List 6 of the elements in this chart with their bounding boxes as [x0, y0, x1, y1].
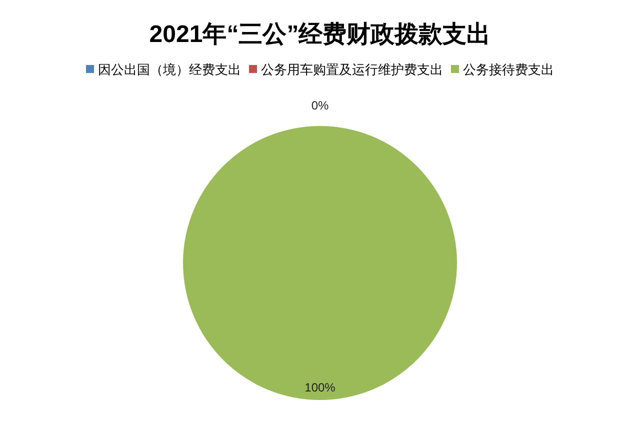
legend-label: 因公出国（境）经费支出	[98, 62, 241, 77]
data-label: 100%	[304, 380, 336, 395]
legend-label: 公务用车购置及运行维护费支出	[261, 62, 443, 77]
chart-title: 2021年“三公”经费财政拨款支出	[149, 21, 491, 48]
legend-label: 公务接待费支出	[463, 62, 554, 77]
text: 0%	[311, 98, 329, 112]
